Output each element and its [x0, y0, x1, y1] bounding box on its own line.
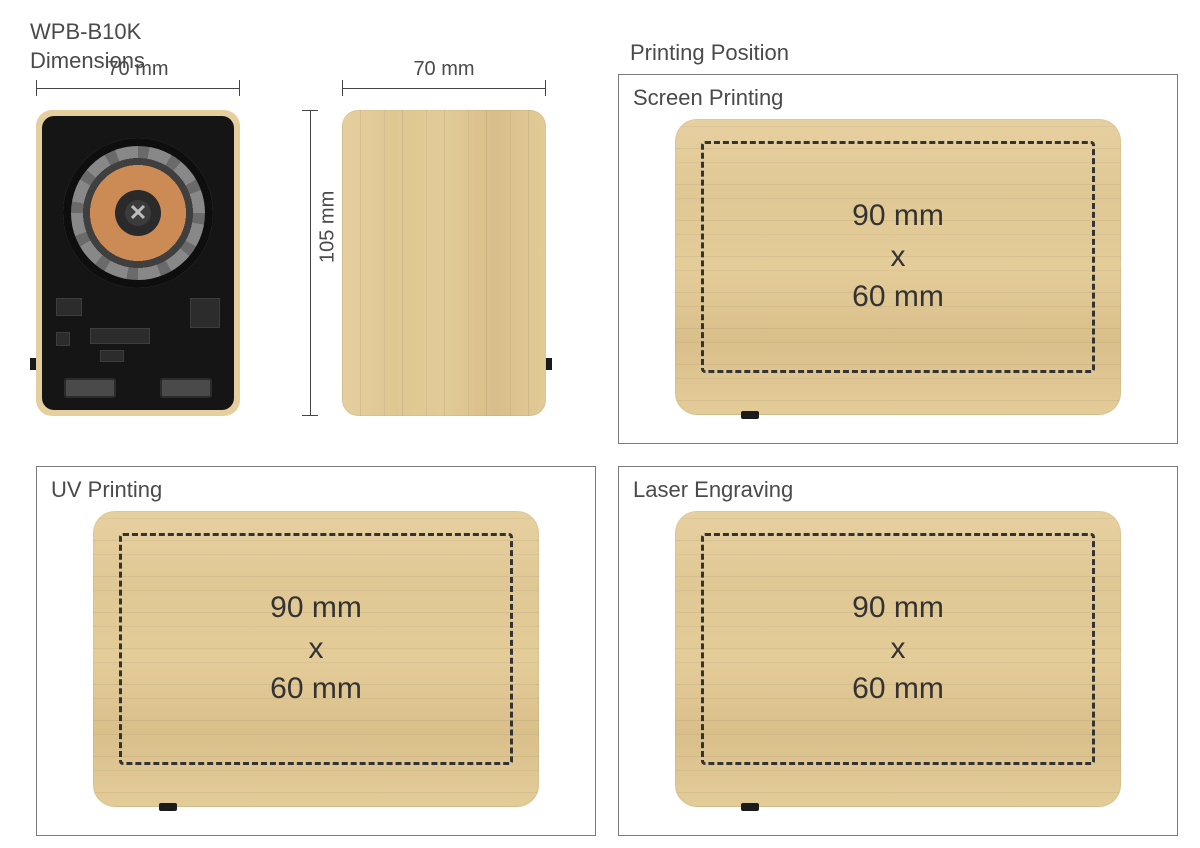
print-zone-label: 90 mm x 60 mm: [704, 144, 1092, 370]
print-zone-height: 60 mm: [852, 669, 944, 710]
print-zone-width: 90 mm: [852, 588, 944, 629]
device-front-view: ✕: [36, 110, 240, 416]
center-x-icon: ✕: [125, 200, 151, 226]
wireless-coil-icon: ✕: [63, 138, 213, 288]
dimensions-figure: 70 mm 70 mm 105 mm ✕: [36, 80, 596, 440]
side-button-icon: [546, 358, 552, 370]
print-zone-height: 60 mm: [270, 669, 362, 710]
bottom-port-icon: [741, 411, 759, 419]
bottom-port-icon: [159, 803, 177, 811]
device-back-view: [342, 110, 546, 416]
usb-port-icon: [64, 378, 116, 398]
print-zone-label: 90 mm x 60 mm: [122, 536, 510, 762]
height-label: 105 mm: [317, 191, 340, 263]
print-zone-x: x: [891, 629, 906, 670]
usb-port-icon: [160, 378, 212, 398]
panel-uv-printing: UV Printing 90 mm x 60 mm: [36, 466, 596, 836]
panel-title: Screen Printing: [633, 85, 1163, 111]
panel-title: UV Printing: [51, 477, 581, 503]
width-label-back: 70 mm: [342, 58, 546, 81]
panel-laser-engraving: Laser Engraving 90 mm x 60 mm: [618, 466, 1178, 836]
print-zone-height: 60 mm: [852, 277, 944, 318]
bottom-port-icon: [741, 803, 759, 811]
print-zone-width: 90 mm: [270, 588, 362, 629]
print-zone: 90 mm x 60 mm: [701, 533, 1095, 765]
print-zone: 90 mm x 60 mm: [119, 533, 513, 765]
product-code: WPB-B10K: [30, 18, 145, 47]
print-zone-width: 90 mm: [852, 196, 944, 237]
print-zone-x: x: [891, 237, 906, 278]
panel-title: Laser Engraving: [633, 477, 1163, 503]
pcb-components: [50, 292, 226, 402]
printing-position-heading: Printing Position: [630, 40, 789, 66]
print-zone-x: x: [309, 629, 324, 670]
device-landscape-view: 90 mm x 60 mm: [675, 511, 1121, 807]
print-zone: 90 mm x 60 mm: [701, 141, 1095, 373]
side-button-icon: [30, 358, 36, 370]
panel-screen-printing: Screen Printing 90 mm x 60 mm: [618, 74, 1178, 444]
width-label-front: 70 mm: [36, 58, 240, 81]
device-landscape-view: 90 mm x 60 mm: [93, 511, 539, 807]
print-zone-label: 90 mm x 60 mm: [704, 536, 1092, 762]
device-landscape-view: 90 mm x 60 mm: [675, 119, 1121, 415]
